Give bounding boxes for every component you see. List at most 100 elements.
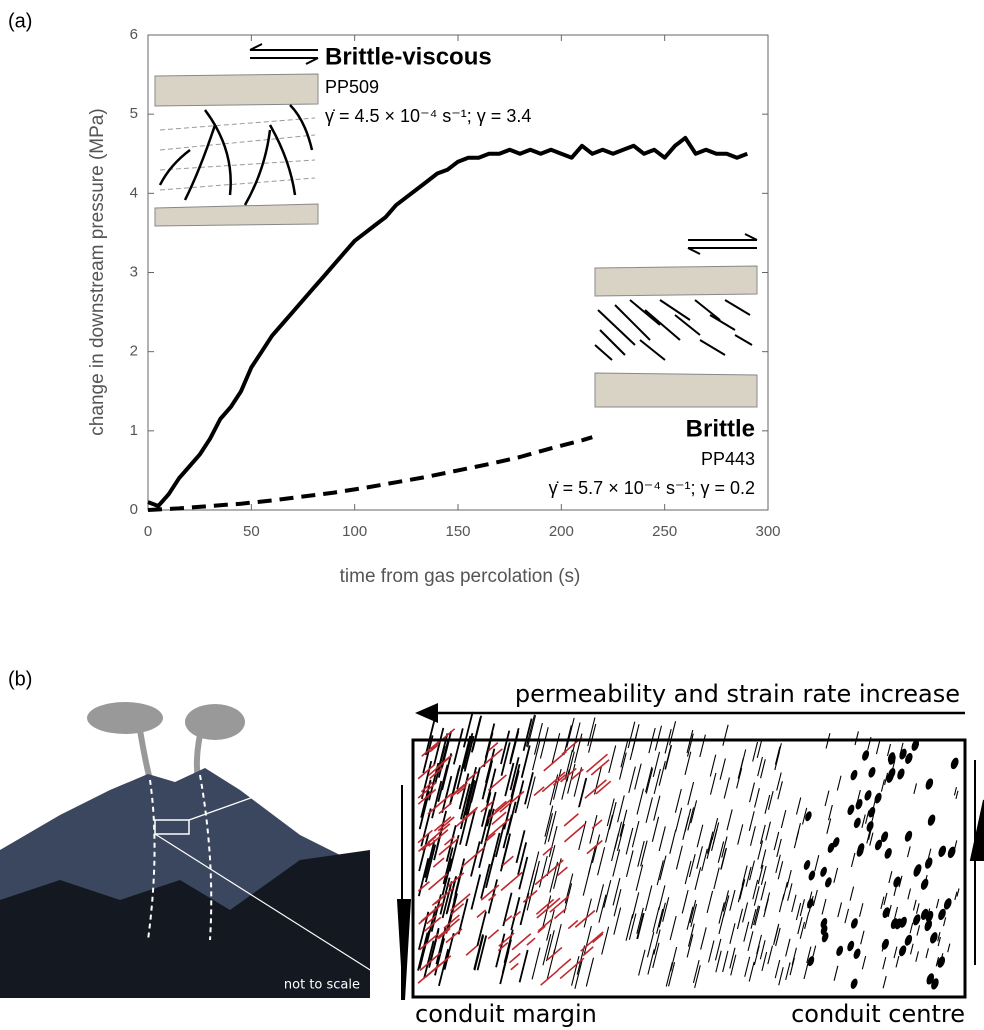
fracture xyxy=(715,950,722,973)
fracture xyxy=(687,733,694,757)
fracture xyxy=(935,956,940,967)
fracture xyxy=(696,846,703,869)
vesicle xyxy=(874,792,882,804)
fracture xyxy=(887,904,892,918)
fracture xyxy=(953,787,957,796)
vesicle xyxy=(868,767,876,778)
fracture xyxy=(785,962,791,981)
red-fracture xyxy=(431,897,442,906)
fracture xyxy=(509,770,520,804)
fracture xyxy=(776,743,782,762)
fracture xyxy=(437,740,449,778)
vesicle xyxy=(855,799,863,810)
fracture xyxy=(861,814,866,828)
fracture xyxy=(441,753,453,791)
red-fracture xyxy=(419,952,442,972)
vesicle xyxy=(897,768,905,780)
fracture xyxy=(811,945,817,962)
fracture xyxy=(547,810,557,842)
fracture xyxy=(578,820,587,851)
fracture xyxy=(445,877,457,915)
fracture xyxy=(687,781,695,806)
red-fracture xyxy=(486,818,511,839)
y-tick-label: 0 xyxy=(130,501,138,518)
fracture xyxy=(423,940,435,979)
fracture xyxy=(760,849,767,869)
fracture xyxy=(441,858,453,896)
red-fracture xyxy=(552,774,567,786)
y-tick-label: 6 xyxy=(130,26,138,43)
diagram-box xyxy=(411,738,967,999)
fracture xyxy=(634,763,642,790)
red-fracture xyxy=(456,785,467,795)
fracture xyxy=(520,745,531,778)
fracture xyxy=(912,899,917,911)
fracture xyxy=(674,788,682,813)
fracture xyxy=(653,929,661,955)
fracture xyxy=(696,824,704,848)
fracture xyxy=(827,804,833,821)
fracture xyxy=(504,762,515,797)
fracture xyxy=(812,889,818,907)
fracture xyxy=(757,864,764,885)
fracture xyxy=(495,933,506,968)
red-fracture xyxy=(537,918,554,932)
fracture xyxy=(729,947,736,969)
fracture xyxy=(749,826,756,846)
vesicle xyxy=(853,948,861,960)
vesicle xyxy=(904,830,913,842)
fracture xyxy=(803,962,809,980)
red-fracture xyxy=(447,872,465,888)
vesicle xyxy=(850,769,858,781)
red-fracture xyxy=(437,816,455,832)
fracture xyxy=(942,917,947,927)
vesicle xyxy=(825,877,832,888)
fracture xyxy=(442,847,454,885)
fracture xyxy=(449,768,460,806)
fracture xyxy=(448,834,460,872)
fracture xyxy=(531,738,541,771)
fracture xyxy=(481,764,493,800)
red-fracture xyxy=(427,792,453,815)
fracture xyxy=(551,732,561,764)
fracture xyxy=(709,754,717,777)
fracture xyxy=(574,959,583,989)
fracture xyxy=(913,783,918,795)
fracture xyxy=(612,878,621,906)
fracture xyxy=(787,883,793,901)
data-line xyxy=(147,135,749,508)
red-fracture xyxy=(585,753,608,773)
fracture xyxy=(585,957,595,987)
fracture xyxy=(713,867,720,890)
fracture xyxy=(654,725,663,751)
fracture xyxy=(916,925,921,936)
red-fracture xyxy=(497,941,509,952)
vesicle xyxy=(925,778,934,790)
fracture xyxy=(588,845,597,875)
vesicle xyxy=(850,918,858,929)
fracture xyxy=(464,779,476,816)
fracture xyxy=(759,824,766,845)
vesicle xyxy=(874,839,883,851)
fracture xyxy=(518,949,529,983)
fracture xyxy=(743,921,750,942)
fracture xyxy=(753,886,760,906)
red-fracture xyxy=(542,846,554,856)
x-axis-label: time from gas percolation (s) xyxy=(340,566,581,587)
fracture xyxy=(616,823,625,852)
fracture xyxy=(470,874,482,910)
fracture xyxy=(722,950,729,973)
fracture xyxy=(690,800,698,824)
fracture xyxy=(753,905,759,926)
fracture xyxy=(645,797,653,823)
fracture xyxy=(785,938,791,957)
red-fracture xyxy=(487,929,500,940)
fracture xyxy=(777,781,783,800)
fracture xyxy=(658,826,666,852)
red-fracture xyxy=(465,945,478,956)
red-fracture xyxy=(534,863,560,886)
vesicle xyxy=(893,876,901,888)
fracture xyxy=(850,852,856,867)
red-fracture xyxy=(547,946,563,961)
red-fracture xyxy=(438,802,453,815)
